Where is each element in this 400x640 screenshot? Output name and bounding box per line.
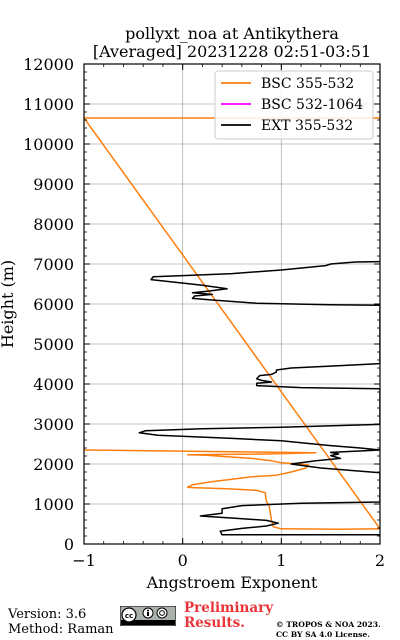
y-tick-label: 1000	[33, 495, 74, 514]
x-axis-label: Angstroem Exponent	[146, 573, 318, 592]
sa-icon	[156, 607, 168, 619]
x-tick-label: 0	[178, 551, 188, 570]
chart-subtitle: [Averaged] 20231228 02:51-03:51	[93, 42, 371, 61]
x-tick-label: −1	[72, 551, 96, 570]
cc-license-badge: cc	[119, 605, 177, 627]
y-tick-label: 0	[64, 535, 74, 554]
version-text: Version: 3.6	[8, 607, 87, 622]
legend-label-0: BSC 355-532	[261, 76, 354, 92]
method-text: Method: Raman	[8, 622, 114, 637]
preliminary-line-1: Preliminary	[184, 600, 274, 616]
legend: BSC 355-532 BSC 532-1064 EXT 355-532	[214, 70, 374, 140]
copyright-line-2: CC BY SA 4.0 License.	[276, 630, 370, 639]
ticks	[83, 63, 381, 545]
legend-box	[214, 70, 374, 140]
y-tick-label: 4000	[33, 375, 74, 394]
x-tick-label: 1	[276, 551, 286, 570]
chart-title: pollyxt_noa at Antikythera	[125, 24, 339, 43]
y-tick-label: 10000	[23, 135, 74, 154]
y-tick-label: 6000	[33, 295, 74, 314]
series-layer	[84, 117, 380, 536]
preliminary-line-2: Results.	[184, 615, 245, 631]
preliminary-notice: Preliminary Results.	[184, 601, 273, 631]
copyright-notice: © TROPOS & NOA 2023. CC BY SA 4.0 Licens…	[276, 620, 381, 640]
series-line-0	[84, 117, 380, 530]
y-tick-label: 7000	[33, 255, 74, 274]
y-tick-label: 2000	[33, 455, 74, 474]
legend-label-2: EXT 355-532	[261, 118, 353, 134]
tick-labels: −1 0 1 201000200030004000500060007000800090…	[23, 55, 385, 570]
y-tick-label: 5000	[33, 335, 74, 354]
legend-label-1: BSC 532-1064	[261, 97, 363, 113]
cc-icon	[121, 607, 137, 623]
y-tick-label: 12000	[23, 55, 74, 74]
y-tick-label: 9000	[33, 175, 74, 194]
y-tick-label: 11000	[23, 95, 74, 114]
chart: pollyxt_noa at Antikythera [Averaged] 20…	[0, 24, 385, 592]
y-tick-label: 3000	[33, 415, 74, 434]
y-tick-label: 8000	[33, 215, 74, 234]
y-axis-label: Height (m)	[0, 260, 17, 348]
x-tick-label: 2	[375, 551, 385, 570]
copyright-line-1: © TROPOS & NOA 2023.	[276, 620, 381, 629]
series-line-2	[138, 260, 380, 536]
svg-text:cc: cc	[125, 612, 133, 620]
